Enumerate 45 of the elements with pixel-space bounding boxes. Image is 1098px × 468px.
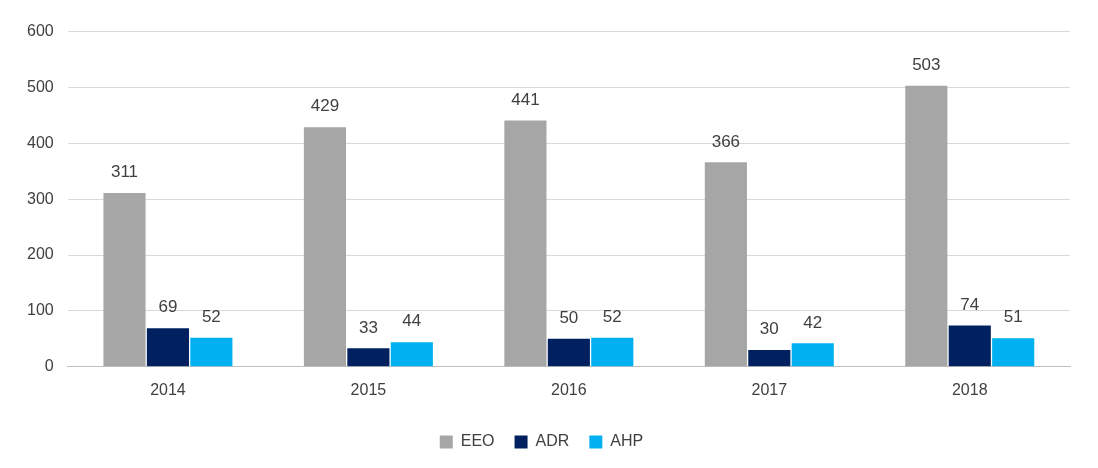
bar	[504, 120, 547, 367]
data-label: 441	[511, 89, 540, 109]
bar	[948, 325, 991, 367]
bar	[547, 338, 590, 367]
bar	[390, 342, 433, 367]
legend-label: EEO	[460, 432, 495, 450]
data-label: 311	[110, 162, 139, 182]
data-label: 503	[912, 54, 941, 74]
data-label: 74	[960, 294, 980, 314]
y-tick-label: 400	[26, 133, 54, 151]
y-tick-label: 0	[44, 357, 54, 375]
x-tick-label: 2015	[350, 380, 387, 398]
data-label: 52	[201, 306, 221, 326]
data-label: 33	[358, 317, 378, 337]
bar	[146, 328, 189, 367]
y-tick-label: 500	[26, 77, 54, 95]
legend-label: AHP	[610, 432, 644, 450]
x-tick-label: 2014	[150, 380, 186, 398]
x-tick-label: 2017	[751, 380, 788, 398]
data-label: 30	[759, 319, 779, 339]
bar	[791, 343, 834, 367]
bar	[103, 193, 146, 367]
data-label: 44	[402, 311, 422, 331]
data-label: 366	[711, 131, 741, 151]
bar	[347, 348, 390, 367]
data-label: 42	[803, 312, 823, 332]
x-tick-label: 2018	[951, 380, 988, 398]
bar	[591, 337, 634, 367]
legend-label: ADR	[535, 432, 570, 450]
x-tick-label: 2016	[551, 380, 587, 398]
data-label: 429	[310, 96, 340, 116]
bar	[992, 338, 1035, 367]
data-label: 69	[158, 297, 178, 317]
bar	[704, 162, 747, 367]
y-tick-label: 300	[26, 189, 54, 207]
bar	[190, 337, 233, 367]
data-label: 51	[1003, 307, 1023, 327]
bar	[303, 127, 347, 367]
bar	[748, 350, 791, 367]
data-label: 52	[602, 306, 622, 326]
y-tick-label: 600	[26, 22, 54, 40]
y-tick-label: 200	[26, 245, 54, 263]
bar	[905, 85, 948, 367]
data-label: 50	[559, 308, 579, 328]
y-tick-label: 100	[26, 301, 54, 319]
